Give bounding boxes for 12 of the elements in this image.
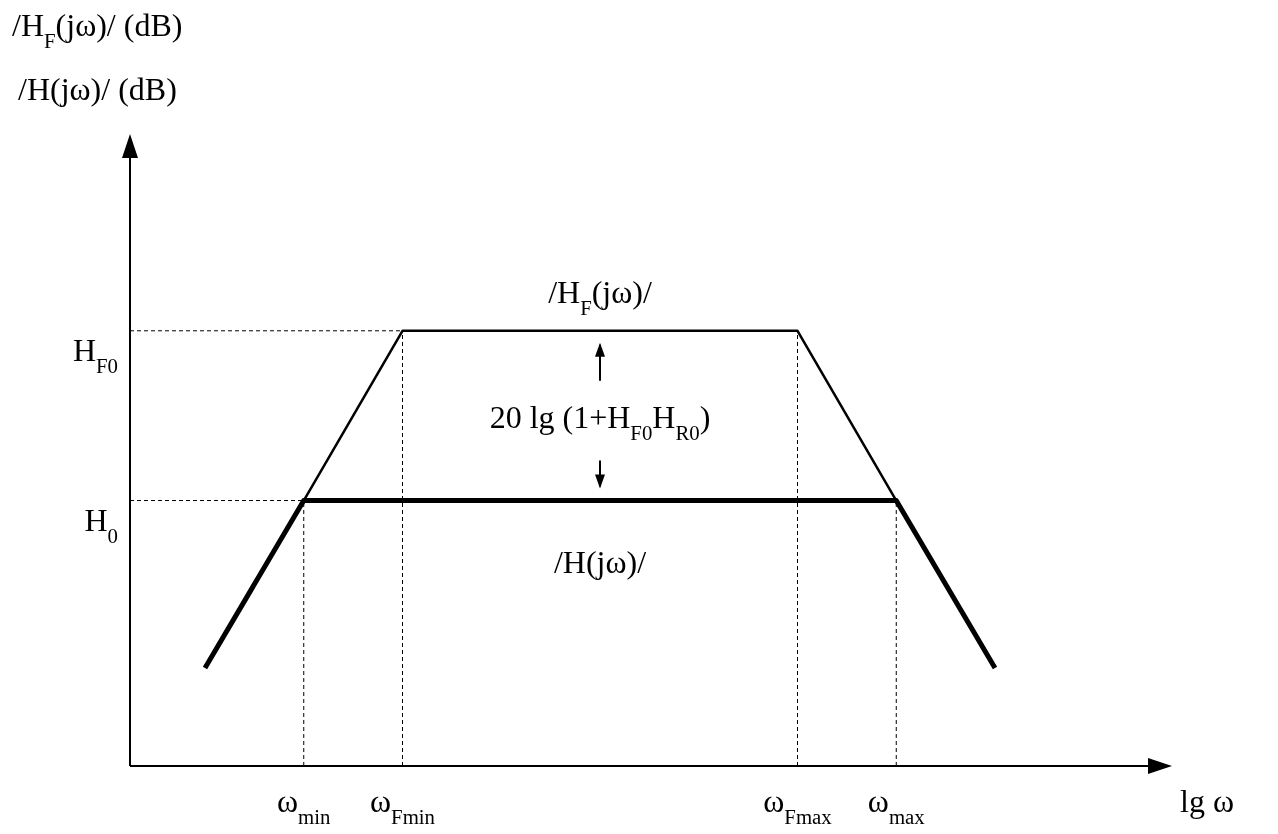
x-tick-label: ω$_{min}$ [277, 783, 332, 828]
annotation: 20 lg (1+H$_{F0}$H$_{R0}$) [489, 398, 711, 444]
text: H$_{0}$ [84, 501, 118, 547]
x-tick-label: ω$_{Fmax}$ [763, 783, 833, 828]
x-axis-title: lg ω [1180, 783, 1234, 819]
series-label: /H$_{F}$(jω)/ [548, 273, 652, 319]
text: H$_{F0}$ [72, 331, 118, 377]
text: /H$_{F}$(jω)/ (dB) [12, 7, 183, 52]
x-tick-label: ω$_{Fmin}$ [370, 783, 436, 828]
text: /H(jω)/ (dB) [18, 71, 177, 107]
series-label: /H(jω)/ [553, 543, 647, 580]
x-tick-label: ω$_{max}$ [867, 783, 926, 828]
